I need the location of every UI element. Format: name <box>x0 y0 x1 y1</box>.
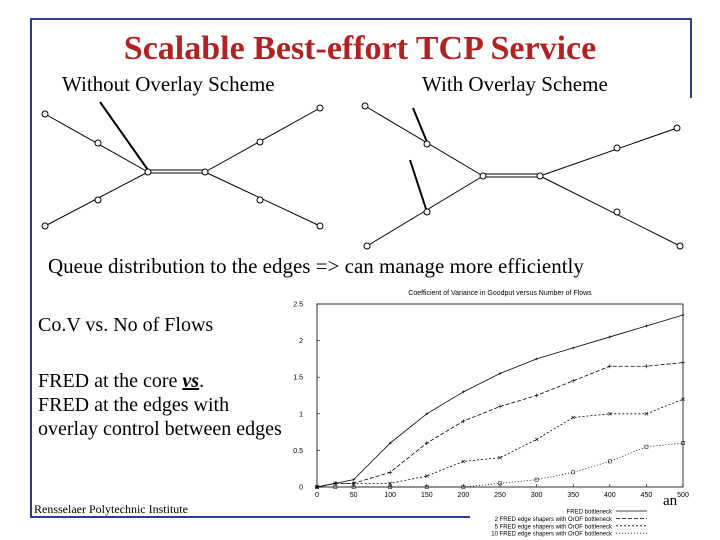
data-point <box>607 459 612 464</box>
data-point <box>388 485 393 489</box>
x-tick-label: 250 <box>494 492 506 499</box>
y-tick-label: 1.5 <box>293 375 303 382</box>
legend-label-4: 10 FRED edge shapers with OrOF bottlenec… <box>491 532 613 538</box>
x-tick-label: 50 <box>350 492 358 499</box>
frame-left-line <box>30 18 32 518</box>
data-point <box>498 404 502 409</box>
data-point <box>333 485 338 489</box>
data-point <box>534 393 539 398</box>
data-point <box>644 444 649 449</box>
y-tick-label: 1 <box>299 411 303 418</box>
label-with-overlay: With Overlay Scheme <box>422 72 608 96</box>
frame-bottom-line <box>30 516 470 518</box>
series-line-1 <box>316 314 684 488</box>
data-point <box>498 372 502 375</box>
data-point <box>315 485 319 489</box>
x-tick-label: 0 <box>315 492 319 499</box>
x-tick-label: 500 <box>677 492 689 499</box>
fred-line1-part-a: FRED at the core <box>38 370 183 392</box>
frame-right-line <box>690 18 692 98</box>
data-point <box>424 474 429 478</box>
data-point <box>388 481 393 486</box>
y-tick-label: 0 <box>299 485 303 492</box>
fred-line1-part-b: . <box>199 370 205 392</box>
data-point <box>351 481 356 486</box>
data-point <box>534 437 539 442</box>
data-point <box>645 324 648 328</box>
data-point <box>607 364 612 369</box>
data-point <box>608 335 612 339</box>
data-point <box>644 411 649 416</box>
data-point <box>388 470 393 475</box>
series-line-3 <box>316 398 684 488</box>
x-tick-label: 350 <box>567 492 579 499</box>
series-line-4 <box>317 442 684 488</box>
data-point <box>461 459 466 464</box>
data-point <box>534 477 539 482</box>
data-point <box>462 390 465 394</box>
data-point <box>424 485 429 489</box>
data-point <box>461 419 466 424</box>
data-point <box>351 485 356 489</box>
data-point <box>644 364 649 369</box>
data-point <box>498 481 502 486</box>
data-point <box>571 346 575 350</box>
queue-distribution-text: Queue distribution to the edges => can m… <box>48 254 584 278</box>
x-tick-label: 400 <box>604 492 616 499</box>
data-point <box>571 378 576 383</box>
data-point <box>388 441 392 445</box>
slide-title: Scalable Best-effort TCP Service <box>123 30 597 67</box>
data-point <box>498 455 502 460</box>
data-point <box>535 357 538 361</box>
x-tick-label: 450 <box>641 492 653 499</box>
x-tick-label: 100 <box>384 492 396 499</box>
data-point <box>681 397 685 401</box>
frame-top-line <box>30 18 692 20</box>
legend-label-3: 5 FRED edge shapers with OrOF bottleneck <box>495 524 613 530</box>
data-point <box>352 478 355 482</box>
label-without-overlay: Without Overlay Scheme <box>62 72 275 96</box>
y-tick-label: 0.5 <box>293 448 303 455</box>
cov-goodput-chart: Coefficient of Variance in Goodput versu… <box>293 290 689 538</box>
y-tick-label: 2 <box>299 338 303 345</box>
data-point <box>681 441 685 445</box>
chart-title: Coefficient of Variance in Goodput versu… <box>408 290 592 297</box>
data-point <box>607 411 612 416</box>
y-tick-label: 2.5 <box>293 302 303 309</box>
series-line-2 <box>316 362 684 488</box>
fred-line1-vs: vs <box>182 370 200 392</box>
data-point <box>333 481 338 486</box>
data-point <box>571 415 576 420</box>
corner-fragment-text: an <box>663 493 678 509</box>
data-point <box>681 313 685 317</box>
data-point <box>571 470 576 475</box>
data-point <box>461 485 466 489</box>
legend-label-2: 2 FRED edge shapers with OrOF bottleneck <box>495 517 613 523</box>
data-point <box>424 441 429 446</box>
topology-with-overlay <box>361 102 684 250</box>
footer-institution: Rensselaer Polytechnic Institute <box>34 502 188 516</box>
legend-label-1: FRED bottleneck <box>567 510 613 516</box>
data-point <box>425 412 429 416</box>
fred-description: FRED at the core vs. FRED at the edges wi… <box>38 369 288 441</box>
topology-without-overlay <box>41 101 324 230</box>
cov-heading: Co.V vs. No of Flows <box>38 314 214 336</box>
fred-line-rest: FRED at the edges with overlay control b… <box>38 394 282 440</box>
x-tick-label: 150 <box>421 492 433 499</box>
data-point <box>681 360 685 365</box>
x-tick-label: 200 <box>458 492 470 499</box>
x-tick-label: 300 <box>531 492 543 499</box>
